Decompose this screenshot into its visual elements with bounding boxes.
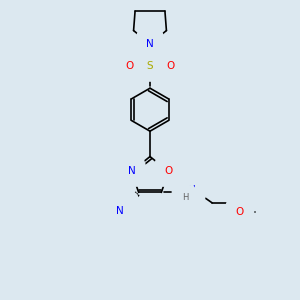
Text: H: H [182, 193, 189, 202]
Text: O: O [164, 167, 172, 176]
Text: S: S [147, 61, 153, 71]
Text: NH: NH [182, 185, 196, 195]
Text: O: O [125, 61, 133, 71]
Text: O: O [167, 61, 175, 71]
Text: C: C [121, 201, 129, 211]
Text: N: N [128, 167, 135, 176]
Text: N: N [116, 206, 124, 216]
Text: O: O [236, 207, 244, 218]
Text: N: N [146, 39, 154, 49]
